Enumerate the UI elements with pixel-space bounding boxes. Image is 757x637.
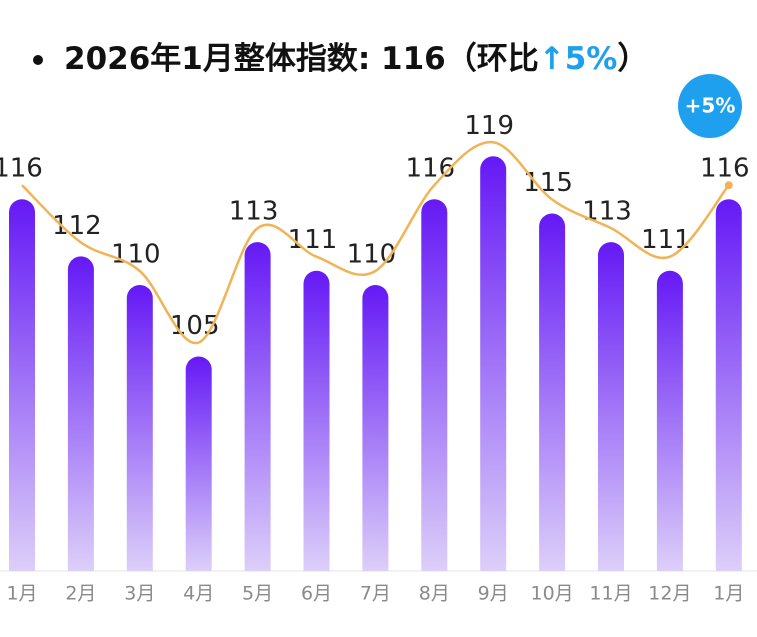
bar (67, 256, 94, 571)
bar (362, 285, 389, 571)
title-main: 2026年1月整体指数: 116（环比 (64, 41, 539, 77)
bar (244, 242, 271, 571)
bar (598, 242, 624, 571)
bar (185, 356, 212, 571)
bar (126, 285, 153, 571)
value-label: 111 (288, 225, 338, 255)
x-tick-label: 6月 (301, 583, 332, 605)
x-tick-label: 12月 (648, 583, 691, 605)
x-tick-label: 9月 (478, 583, 509, 605)
value-label: 113 (582, 197, 632, 227)
bar (539, 213, 566, 571)
title-highlight: ↑5% (539, 41, 618, 77)
badge-text: +5% (685, 94, 736, 118)
value-label: 116 (405, 154, 455, 184)
bullet (33, 55, 43, 65)
bar (656, 270, 683, 571)
value-label: 113 (229, 197, 279, 227)
value-label: 116 (0, 154, 43, 184)
value-label: 115 (523, 168, 573, 198)
bar (715, 199, 742, 571)
x-tick-label: 1月 (6, 583, 37, 605)
x-tick-label: 10月 (531, 583, 574, 605)
chart-title: 2026年1月整体指数: 116（环比↑5%） (64, 41, 648, 77)
x-tick-label: 5月 (242, 583, 273, 605)
trend-point (724, 181, 733, 190)
bar (303, 270, 330, 571)
x-tick-label: 1月 (713, 583, 744, 605)
badge (678, 74, 742, 138)
title-end: ） (617, 41, 648, 77)
bar (421, 199, 448, 571)
value-label: 111 (641, 225, 691, 255)
x-tick-label: 11月 (589, 583, 632, 605)
value-label: 110 (111, 240, 161, 270)
value-label: 116 (700, 154, 750, 184)
bar (480, 156, 507, 571)
value-label: 119 (464, 111, 514, 141)
x-tick-label: 2月 (65, 583, 96, 605)
bar (9, 199, 35, 571)
x-tick-label: 3月 (124, 583, 155, 605)
x-tick-label: 7月 (360, 583, 391, 605)
value-label: 112 (52, 211, 102, 241)
trend-line (21, 141, 730, 345)
x-tick-label: 8月 (419, 583, 450, 605)
x-tick-label: 4月 (183, 583, 214, 605)
value-label: 110 (347, 240, 397, 270)
